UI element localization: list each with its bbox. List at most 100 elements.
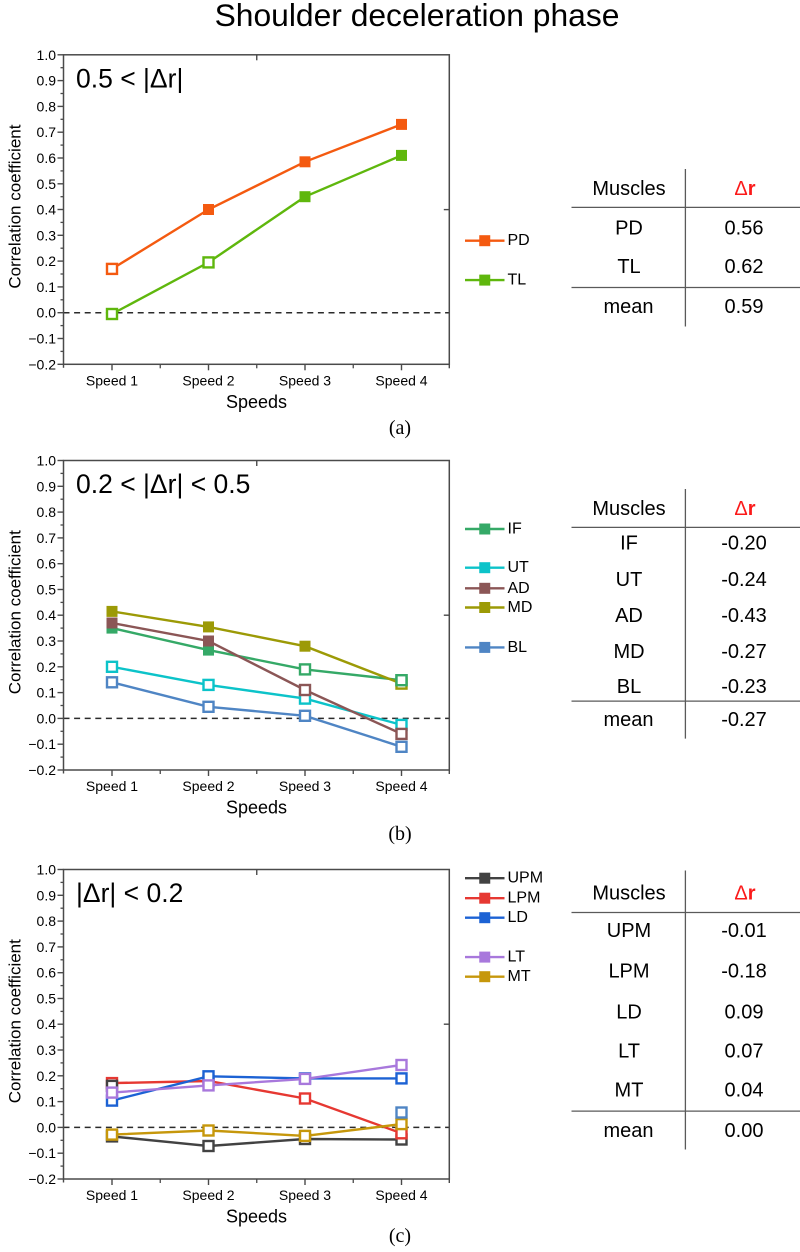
svg-text:0.1: 0.1	[37, 685, 57, 701]
svg-text:1.0: 1.0	[37, 47, 57, 63]
svg-text:0.62: 0.62	[725, 256, 764, 278]
svg-text:LT: LT	[508, 949, 526, 966]
svg-text:mean: mean	[603, 296, 653, 318]
svg-text:MT: MT	[615, 1079, 644, 1101]
svg-text:Speed 2: Speed 2	[182, 372, 234, 388]
svg-text:0.5: 0.5	[37, 176, 57, 192]
svg-text:LD: LD	[508, 909, 528, 926]
svg-text:0.6: 0.6	[37, 150, 57, 166]
svg-text:0.2: 0.2	[37, 659, 57, 675]
svg-text:(b): (b)	[388, 823, 411, 845]
svg-text:0.04: 0.04	[725, 1079, 764, 1101]
svg-text:0.0: 0.0	[37, 305, 57, 321]
svg-text:LPM: LPM	[508, 890, 541, 907]
svg-text:-0.23: -0.23	[721, 676, 767, 698]
svg-text:0.6: 0.6	[37, 556, 57, 572]
svg-text:−0.2: −0.2	[28, 356, 56, 372]
svg-text:−0.1: −0.1	[28, 331, 56, 347]
svg-text:Δr: Δr	[734, 883, 755, 905]
svg-text:LT: LT	[618, 1040, 640, 1062]
svg-text:-0.01: -0.01	[721, 920, 767, 942]
svg-text:Correlation coefficient: Correlation coefficient	[6, 530, 25, 694]
svg-text:BL: BL	[508, 639, 528, 656]
svg-text:IF: IF	[620, 533, 638, 555]
svg-text:Muscles: Muscles	[592, 178, 665, 200]
svg-text:0.07: 0.07	[725, 1040, 764, 1062]
svg-text:0.2: 0.2	[37, 253, 57, 269]
svg-text:Speeds: Speeds	[226, 798, 287, 818]
svg-text:Speed 2: Speed 2	[182, 778, 234, 794]
svg-text:Δr: Δr	[734, 178, 755, 200]
svg-text:0.8: 0.8	[37, 98, 57, 114]
svg-text:IF: IF	[508, 521, 522, 538]
svg-text:0.4: 0.4	[37, 202, 57, 218]
svg-text:MD: MD	[613, 641, 644, 663]
svg-text:0.7: 0.7	[37, 530, 57, 546]
svg-text:1.0: 1.0	[37, 453, 57, 469]
svg-text:Δr: Δr	[734, 498, 755, 520]
svg-text:-0.18: -0.18	[721, 961, 767, 983]
svg-text:0.4: 0.4	[37, 607, 57, 623]
svg-text:0.7: 0.7	[37, 124, 57, 140]
svg-text:0.09: 0.09	[725, 1001, 764, 1023]
svg-text:0.3: 0.3	[37, 633, 57, 649]
svg-text:0.0: 0.0	[37, 710, 57, 726]
svg-text:0.5 < |Δr|: 0.5 < |Δr|	[76, 63, 183, 93]
svg-text:BL: BL	[617, 676, 641, 698]
svg-text:−0.1: −0.1	[28, 1145, 56, 1161]
svg-text:UPM: UPM	[508, 870, 544, 887]
svg-text:−0.2: −0.2	[28, 762, 56, 778]
svg-text:Muscles: Muscles	[592, 883, 665, 905]
svg-text:0.7: 0.7	[37, 939, 57, 955]
svg-text:Speed 4: Speed 4	[375, 1187, 427, 1203]
svg-text:Speeds: Speeds	[226, 392, 287, 412]
svg-text:0.9: 0.9	[37, 73, 57, 89]
svg-text:Speed 4: Speed 4	[375, 372, 427, 388]
svg-text:-0.27: -0.27	[721, 709, 767, 731]
svg-text:0.9: 0.9	[37, 887, 57, 903]
svg-text:0.2: 0.2	[37, 1068, 57, 1084]
svg-text:Shoulder deceleration phase: Shoulder deceleration phase	[215, 0, 620, 33]
svg-text:-0.27: -0.27	[721, 641, 767, 663]
svg-text:Speed 3: Speed 3	[279, 1187, 331, 1203]
svg-text:Speeds: Speeds	[226, 1207, 287, 1227]
svg-text:TL: TL	[508, 272, 527, 289]
svg-text:PD: PD	[508, 232, 530, 249]
svg-text:mean: mean	[603, 709, 653, 731]
svg-text:0.1: 0.1	[37, 279, 57, 295]
svg-text:0.2 < |Δr| < 0.5: 0.2 < |Δr| < 0.5	[76, 469, 250, 499]
svg-text:0.8: 0.8	[37, 504, 57, 520]
svg-text:-0.43: -0.43	[721, 605, 767, 627]
svg-text:0.0: 0.0	[37, 1119, 57, 1135]
svg-text:Speed 2: Speed 2	[182, 1187, 234, 1203]
svg-text:-0.20: -0.20	[721, 533, 767, 555]
svg-text:Speed 1: Speed 1	[86, 372, 138, 388]
svg-text:0.00: 0.00	[725, 1120, 764, 1142]
svg-text:Speed 4: Speed 4	[375, 778, 427, 794]
svg-text:0.9: 0.9	[37, 478, 57, 494]
svg-text:0.8: 0.8	[37, 913, 57, 929]
svg-text:Speed 3: Speed 3	[279, 778, 331, 794]
svg-text:0.3: 0.3	[37, 227, 57, 243]
svg-text:(a): (a)	[389, 417, 411, 439]
svg-text:(c): (c)	[389, 1225, 411, 1247]
svg-text:Speed 1: Speed 1	[86, 778, 138, 794]
svg-text:1.0: 1.0	[37, 862, 57, 878]
svg-text:0.5: 0.5	[37, 582, 57, 598]
svg-text:0.5: 0.5	[37, 991, 57, 1007]
svg-text:0.59: 0.59	[725, 296, 764, 318]
svg-text:UT: UT	[508, 559, 530, 576]
svg-text:mean: mean	[603, 1120, 653, 1142]
svg-text:Speed 3: Speed 3	[279, 372, 331, 388]
svg-text:AD: AD	[508, 580, 530, 597]
svg-text:−0.2: −0.2	[28, 1171, 56, 1187]
svg-text:PD: PD	[615, 217, 643, 239]
svg-text:MD: MD	[508, 599, 533, 616]
svg-text:MT: MT	[508, 968, 531, 985]
svg-text:Correlation coefficient: Correlation coefficient	[6, 939, 25, 1103]
svg-text:LD: LD	[616, 1001, 642, 1023]
svg-text:Correlation coefficient: Correlation coefficient	[6, 124, 25, 288]
svg-text:0.4: 0.4	[37, 1016, 57, 1032]
svg-text:AD: AD	[615, 605, 643, 627]
svg-text:−0.1: −0.1	[28, 736, 56, 752]
